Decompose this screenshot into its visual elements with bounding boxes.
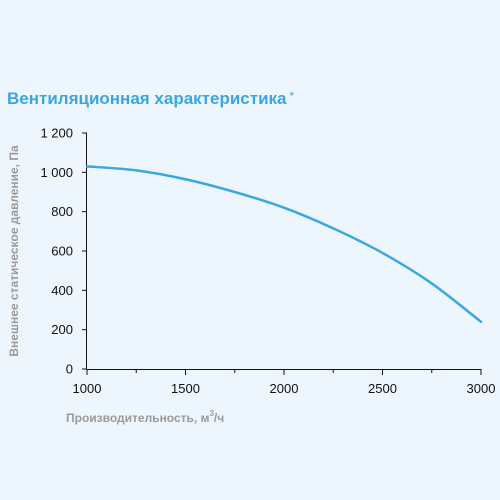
y-tick-label: 200 bbox=[51, 322, 73, 337]
y-tick-label: 1 200 bbox=[40, 126, 73, 141]
x-tick-label: 1500 bbox=[171, 381, 200, 396]
chart-title: Вентиляционная характеристика * bbox=[7, 89, 294, 109]
x-axis-title-sup: 3 bbox=[209, 409, 214, 418]
x-tick-label: 1000 bbox=[73, 381, 102, 396]
series-line bbox=[85, 165, 483, 324]
y-tick-label: 0 bbox=[66, 362, 73, 377]
y-tick-label: 1 000 bbox=[40, 165, 73, 180]
x-axis-title-tail: /ч bbox=[214, 411, 224, 425]
y-tick-labels: 0 200 400 600 800 1 000 1 200 bbox=[40, 126, 73, 377]
y-axis-title: Внешнее статическое давление, Па bbox=[7, 145, 21, 357]
series-layer bbox=[85, 165, 483, 324]
y-tick-label: 400 bbox=[51, 283, 73, 298]
x-axis-title-main: Производительность, м bbox=[66, 411, 210, 425]
x-tick-label: 2000 bbox=[270, 381, 299, 396]
x-tick-labels: 1000 1500 2000 2500 3000 bbox=[73, 381, 496, 396]
x-tick-label: 2500 bbox=[368, 381, 397, 396]
y-tick-label: 600 bbox=[51, 244, 73, 259]
axis-ticks bbox=[82, 132, 482, 375]
chart-title-mark: * bbox=[289, 89, 295, 103]
x-axis-title: Производительность, м3/ч bbox=[66, 409, 224, 425]
chart-title-text: Вентиляционная характеристика bbox=[7, 89, 287, 108]
x-tick-label: 3000 bbox=[467, 381, 496, 396]
y-tick-label: 800 bbox=[51, 204, 73, 219]
